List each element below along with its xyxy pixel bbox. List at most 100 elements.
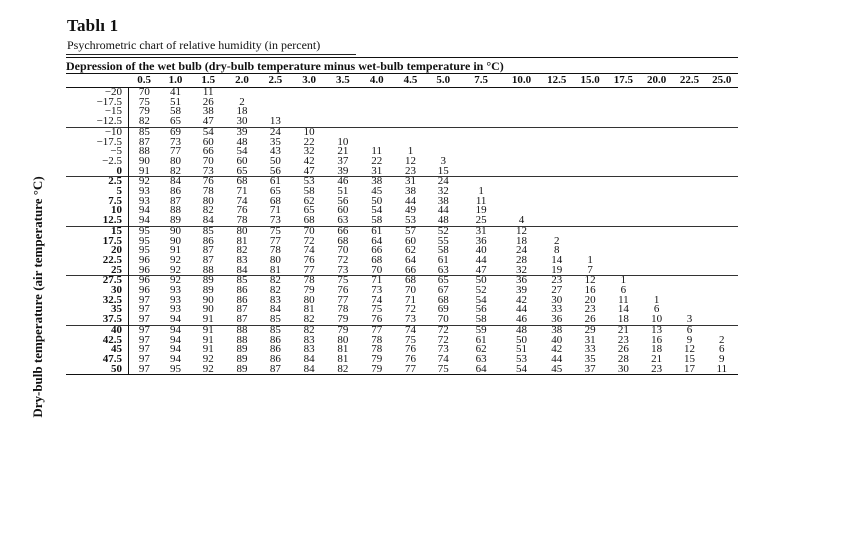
humidity-cell bbox=[459, 167, 502, 177]
humidity-cell: 38 bbox=[437, 194, 449, 207]
row-temperature: 2.5 bbox=[66, 176, 130, 188]
humidity-cell: 62 bbox=[405, 244, 416, 257]
humidity-cell bbox=[503, 88, 540, 98]
humidity-cell: 13 bbox=[640, 324, 674, 336]
humidity-cell: 23 bbox=[584, 303, 596, 316]
humidity-cell: 85 bbox=[258, 324, 292, 336]
humidity-cell: 30 bbox=[551, 293, 563, 306]
humidity-cell bbox=[503, 117, 540, 127]
y-axis-label: Dry-bulb temperature (air temperature °C… bbox=[30, 176, 45, 418]
humidity-cell: 36 bbox=[551, 313, 563, 326]
humidity-cell bbox=[706, 117, 738, 127]
humidity-cell: 62 bbox=[303, 194, 315, 207]
table-row: 37.5 97 94 91 87 85 82 79 76 73 70 58 46 36 26 18 10 3 bbox=[66, 313, 738, 326]
table-row: 50 97 95 92 89 87 84 82 79 77 75 64 54 45 37 30 23 17 11 bbox=[66, 363, 738, 376]
humidity-cell: 74 bbox=[236, 194, 248, 207]
column-header: 20.0 bbox=[640, 73, 674, 88]
humidity-cell: 6 bbox=[620, 284, 627, 297]
humidity-cell: 89 bbox=[202, 284, 214, 297]
table-row: −10 85 69 54 39 24 10 bbox=[66, 126, 738, 138]
table-row: 45 97 94 91 89 86 83 81 78 76 73 62 51 42 33 26 18 12 6 bbox=[66, 343, 738, 356]
humidity-cell: 45 bbox=[540, 363, 574, 376]
humidity-cell: 17 bbox=[673, 363, 706, 376]
humidity-cell: 21 bbox=[606, 324, 641, 336]
humidity-cell: 86 bbox=[269, 352, 281, 365]
humidity-cell: 40 bbox=[551, 333, 563, 346]
humidity-cell bbox=[459, 147, 502, 157]
row-temperature: −17.5 bbox=[66, 96, 130, 108]
row-temperature: 7.5 bbox=[66, 195, 130, 207]
humidity-cell bbox=[326, 117, 359, 127]
humidity-cell: 89 bbox=[236, 352, 248, 365]
humidity-cell: 86 bbox=[202, 234, 214, 247]
humidity-cell: 72 bbox=[405, 303, 416, 316]
humidity-cell bbox=[503, 138, 540, 148]
humidity-cell: 70 bbox=[405, 284, 416, 297]
humidity-cell: 58 bbox=[475, 313, 487, 326]
row-temperature: −5 bbox=[66, 146, 130, 157]
humidity-cell bbox=[607, 98, 640, 108]
humidity-cell: 77 bbox=[169, 145, 181, 158]
humidity-cell bbox=[540, 98, 573, 108]
humidity-cell bbox=[607, 167, 640, 177]
humidity-cell bbox=[640, 167, 673, 177]
column-header: 5.0 bbox=[427, 73, 460, 88]
humidity-cell: 69 bbox=[437, 303, 449, 316]
humidity-cell: 51 bbox=[169, 95, 181, 108]
humidity-cell: 92 bbox=[191, 363, 226, 376]
humidity-cell: 75 bbox=[138, 95, 150, 108]
humidity-cell: 25 bbox=[475, 214, 487, 227]
humidity-cell: 68 bbox=[371, 253, 383, 266]
humidity-cell: 82 bbox=[269, 284, 281, 297]
humidity-cell bbox=[640, 275, 674, 287]
humidity-cell: 87 bbox=[169, 194, 181, 207]
humidity-cell: 50 bbox=[459, 275, 503, 287]
humidity-cell: 91 bbox=[202, 313, 214, 326]
humidity-cell: 76 bbox=[303, 253, 315, 266]
humidity-cell: 1 bbox=[606, 275, 641, 287]
humidity-cell: 74 bbox=[437, 352, 449, 365]
humidity-cell bbox=[607, 138, 640, 148]
humidity-cell: 93 bbox=[138, 185, 150, 198]
humidity-cell bbox=[673, 157, 705, 167]
table-row: 5 93 86 78 71 65 58 51 45 38 32 1 bbox=[66, 185, 738, 198]
humidity-cell: 15 bbox=[437, 164, 449, 177]
humidity-cell: 73 bbox=[405, 313, 416, 326]
humidity-cell: 12 bbox=[683, 343, 695, 356]
humidity-cell: 16 bbox=[584, 284, 596, 297]
humidity-cell: 74 bbox=[371, 293, 383, 306]
humidity-cell bbox=[706, 256, 738, 266]
humidity-cell: 73 bbox=[371, 284, 383, 297]
humidity-cell: 79 bbox=[303, 284, 315, 297]
humidity-cell bbox=[503, 167, 540, 177]
humidity-cell: 89 bbox=[225, 363, 259, 376]
humidity-cell: 50 bbox=[371, 194, 383, 207]
humidity-cell: 68 bbox=[437, 293, 449, 306]
humidity-cell: 3 bbox=[440, 154, 447, 167]
humidity-cell: 81 bbox=[337, 343, 349, 356]
humidity-cell bbox=[706, 266, 738, 276]
humidity-cell: 4 bbox=[518, 214, 525, 227]
humidity-cell bbox=[607, 206, 640, 216]
row-temperature: 12.5 bbox=[66, 215, 130, 227]
humidity-cell: 90 bbox=[202, 293, 214, 306]
humidity-cell: 70 bbox=[337, 244, 349, 257]
humidity-cell: 80 bbox=[202, 194, 214, 207]
humidity-cell: 21 bbox=[337, 145, 349, 158]
humidity-cell bbox=[360, 107, 394, 117]
humidity-cell: 90 bbox=[159, 225, 192, 237]
humidity-cell: 77 bbox=[359, 324, 394, 336]
humidity-cell bbox=[459, 126, 503, 138]
table-row: 35 97 93 90 87 84 81 78 75 72 69 56 44 33 23 14 6 bbox=[66, 303, 738, 316]
humidity-cell: 61 bbox=[475, 333, 487, 346]
humidity-cell bbox=[706, 296, 738, 306]
humidity-cell: 46 bbox=[515, 313, 527, 326]
humidity-cell bbox=[540, 107, 573, 117]
humidity-cell: 73 bbox=[437, 343, 449, 356]
humidity-cell bbox=[640, 147, 673, 157]
humidity-cell: 70 bbox=[138, 86, 150, 98]
humidity-cell: 18 bbox=[617, 313, 629, 326]
humidity-cell: 48 bbox=[437, 214, 449, 227]
humidity-cell: 26 bbox=[617, 343, 629, 356]
humidity-cell: 88 bbox=[202, 263, 214, 276]
